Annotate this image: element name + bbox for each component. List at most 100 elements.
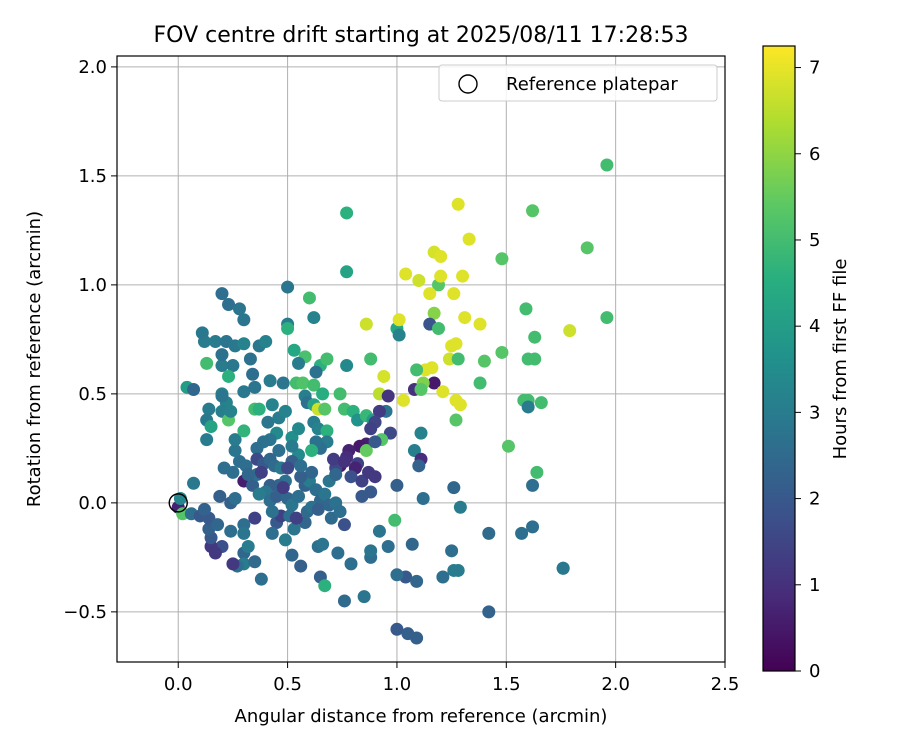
data-point <box>447 563 461 577</box>
data-point <box>285 439 299 453</box>
data-point <box>359 317 373 331</box>
data-point <box>265 526 279 540</box>
data-point <box>281 461 295 475</box>
data-point <box>222 369 236 383</box>
data-point <box>309 365 323 379</box>
x-tick-label: 2.5 <box>711 674 740 695</box>
data-point <box>200 433 214 447</box>
data-point <box>399 267 413 281</box>
data-point <box>436 385 450 399</box>
data-point <box>278 533 292 547</box>
legend-marker-icon <box>458 74 478 94</box>
data-point <box>200 356 214 370</box>
data-point <box>224 404 238 418</box>
data-point <box>204 420 218 434</box>
data-point <box>213 489 227 503</box>
colorbar-tick-label: 7 <box>809 58 820 79</box>
data-point <box>320 424 334 438</box>
colorbar-tick-label: 1 <box>809 575 820 596</box>
data-point <box>390 478 404 492</box>
chart-title: FOV centre drift starting at 2025/08/11 … <box>154 23 689 48</box>
data-point <box>515 526 529 540</box>
data-point <box>215 359 229 373</box>
data-point <box>215 389 229 403</box>
data-point <box>462 232 476 246</box>
data-point <box>316 387 330 401</box>
data-point <box>215 287 229 301</box>
data-point <box>331 546 345 560</box>
legend-box <box>438 64 718 102</box>
x-tick-label: 1.0 <box>383 674 412 695</box>
data-point <box>318 579 332 593</box>
x-axis-ticks: 0.0 0.5 1.0 1.5 2.0 2.5 <box>164 662 739 695</box>
data-point <box>453 500 467 514</box>
data-point <box>344 470 358 484</box>
data-point <box>285 548 299 562</box>
data-point <box>248 380 262 394</box>
colorbar-tick-label: 0 <box>809 661 820 682</box>
data-point <box>377 369 391 383</box>
data-point <box>294 559 308 573</box>
data-point <box>357 590 371 604</box>
data-point <box>254 572 268 586</box>
colorbar-tick-label: 2 <box>809 489 820 510</box>
data-point <box>318 402 332 416</box>
data-point <box>237 526 251 540</box>
data-point <box>252 487 266 501</box>
data-point <box>294 470 308 484</box>
data-point <box>302 291 316 305</box>
data-point <box>447 287 461 301</box>
data-point <box>528 330 542 344</box>
data-point <box>224 524 238 538</box>
data-point <box>368 470 382 484</box>
colorbar: 0 1 2 3 4 5 6 7 Hours from first FF file <box>762 45 851 682</box>
data-point <box>519 302 533 316</box>
data-point <box>292 489 306 503</box>
y-axis-ticks: −0.5 0.0 0.5 1.0 1.5 2.0 <box>63 57 117 623</box>
data-point <box>237 424 251 438</box>
data-point <box>187 476 201 490</box>
data-point <box>276 481 290 495</box>
data-points <box>171 158 614 645</box>
data-point <box>340 206 354 220</box>
data-point <box>397 393 411 407</box>
data-point <box>259 335 273 349</box>
data-point <box>392 313 406 327</box>
legend: Reference platepar <box>438 64 718 102</box>
data-point <box>226 557 240 571</box>
data-point <box>289 511 303 525</box>
data-point <box>477 354 491 368</box>
data-point <box>307 311 321 325</box>
data-point <box>427 376 441 390</box>
data-point <box>526 520 540 534</box>
data-point <box>427 306 441 320</box>
data-point <box>392 328 406 342</box>
data-point <box>296 376 310 390</box>
data-point <box>208 546 222 560</box>
data-point <box>241 468 255 482</box>
data-point <box>281 280 295 294</box>
data-point <box>222 298 236 312</box>
data-point <box>226 359 240 373</box>
data-point <box>580 241 594 255</box>
data-point <box>265 505 279 519</box>
data-point <box>473 376 487 390</box>
data-point <box>530 465 544 479</box>
data-point <box>252 402 266 416</box>
data-point <box>327 452 341 466</box>
data-point <box>261 415 275 429</box>
reference-platepar-marker <box>168 493 188 513</box>
data-point <box>329 468 343 482</box>
y-tick-label: 0.0 <box>78 493 107 514</box>
colorbar-ticks: 0 1 2 3 4 5 6 7 <box>795 58 820 682</box>
data-point <box>410 574 424 588</box>
data-point <box>237 313 251 327</box>
data-point <box>434 269 448 283</box>
data-point <box>412 459 426 473</box>
y-tick-label: 1.0 <box>78 275 107 296</box>
data-point <box>228 444 242 458</box>
data-point <box>390 568 404 582</box>
data-point <box>563 324 577 338</box>
data-point <box>263 374 277 388</box>
data-point <box>410 631 424 645</box>
